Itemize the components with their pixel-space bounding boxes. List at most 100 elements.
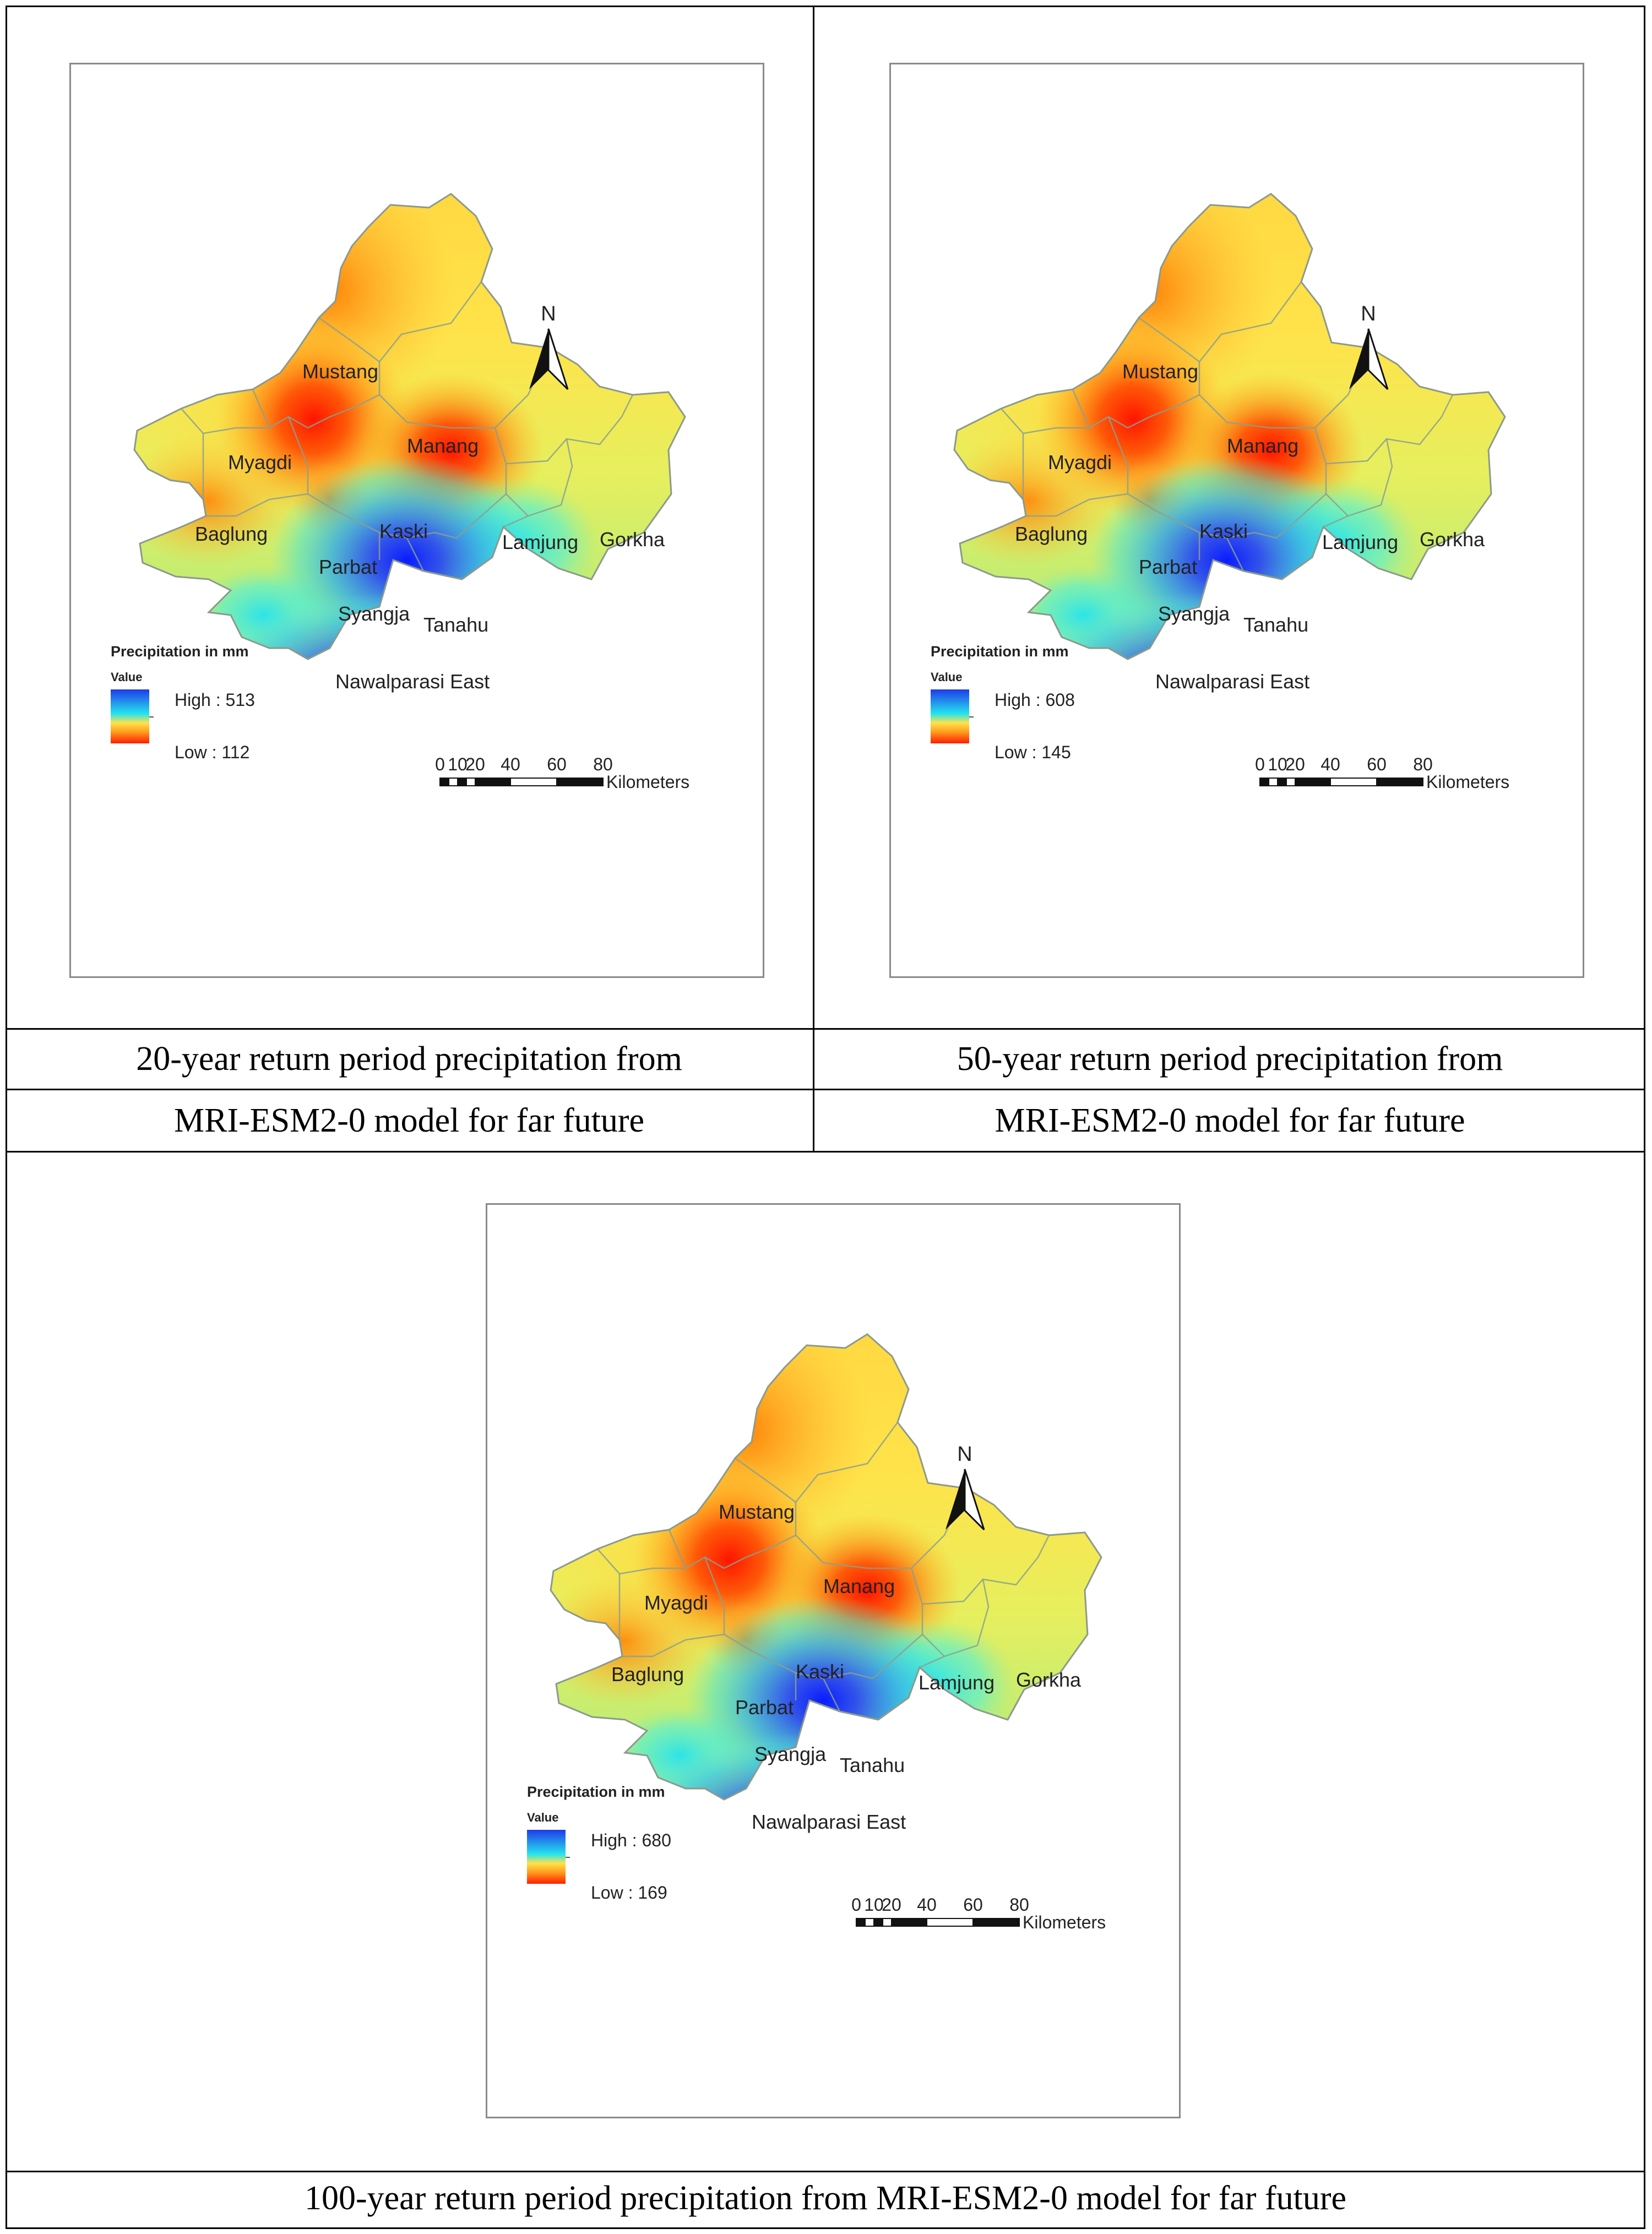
district-label-kaski: Kaski bbox=[796, 1660, 844, 1683]
map-svg: Mustang Manang Myagdi Baglung Kaski Lamjung Go… bbox=[931, 193, 1509, 792]
district-label-parbat: Parbat bbox=[1139, 556, 1197, 578]
scale-tick-label: 0 bbox=[1255, 754, 1265, 774]
district-label-myagdi: Myagdi bbox=[644, 1591, 708, 1614]
district-label-tanahu: Tanahu bbox=[840, 1754, 905, 1776]
north-label: N bbox=[1361, 302, 1376, 325]
legend-title: Precipitation in mm bbox=[931, 643, 1069, 660]
district-label-tanahu: Tanahu bbox=[1243, 613, 1308, 636]
map-svg: Mustang Manang Myagdi Baglung Kaski Lamjung Go… bbox=[527, 1333, 1106, 1932]
scale-tick-label: 60 bbox=[963, 1895, 983, 1915]
map-panel-20-year: Mustang Manang Myagdi Baglung Kaski Lamjung Go… bbox=[69, 63, 764, 978]
legend-subtitle: Value bbox=[931, 670, 962, 684]
study-area-outline bbox=[953, 193, 1506, 660]
north-arrow-icon bbox=[1349, 328, 1389, 390]
district-label-lamjung: Lamjung bbox=[502, 531, 578, 553]
district-label-baglung: Baglung bbox=[1015, 523, 1088, 545]
scale-tick-label: 40 bbox=[1320, 754, 1340, 774]
district-label-parbat: Parbat bbox=[319, 556, 377, 578]
scale-unit-label: Kilometers bbox=[1426, 772, 1509, 792]
scale-tick-label: 0 bbox=[851, 1895, 861, 1915]
legend-color-ramp bbox=[527, 1830, 566, 1884]
caption-100: 100-year return period precipitation fro… bbox=[304, 2179, 1347, 2217]
north-arrow-icon bbox=[529, 328, 569, 390]
district-label-lamjung: Lamjung bbox=[1322, 531, 1398, 553]
scale-tick-label: 10 bbox=[864, 1895, 884, 1915]
scale-tick-label: 20 bbox=[1285, 754, 1305, 774]
row-divider-1 bbox=[6, 1028, 1645, 1030]
map-panel-100-year: Mustang Manang Myagdi Baglung Kaski Lamjung Go… bbox=[486, 1203, 1181, 2118]
district-label-manang: Manang bbox=[823, 1575, 895, 1597]
scale-tick-label: 10 bbox=[1268, 754, 1287, 774]
legend-low-value: Low : 169 bbox=[591, 1883, 667, 1903]
caption-50-line1: 50-year return period precipitation from bbox=[957, 1040, 1503, 1078]
caption-20-line2: MRI-ESM2-0 model for far future bbox=[173, 1101, 644, 1139]
scale-tick-label: 40 bbox=[917, 1895, 937, 1915]
column-divider bbox=[813, 6, 814, 1152]
study-area-outline bbox=[550, 1333, 1102, 1801]
legend-title: Precipitation in mm bbox=[527, 1784, 665, 1800]
district-label-mustang: Mustang bbox=[302, 360, 378, 383]
scale-tick-label: 80 bbox=[1413, 754, 1433, 774]
district-label-kaski: Kaski bbox=[1199, 520, 1248, 542]
district-label-syangja: Syangja bbox=[754, 1743, 827, 1765]
scale-tick-label: 40 bbox=[501, 754, 520, 774]
district-label-nawalparasi-east: Nawalparasi East bbox=[335, 670, 490, 693]
north-label: N bbox=[541, 302, 556, 325]
scale-tick-label: 10 bbox=[448, 754, 468, 774]
scale-tick-label: 80 bbox=[593, 754, 613, 774]
district-label-lamjung: Lamjung bbox=[919, 1671, 995, 1694]
district-label-kaski: Kaski bbox=[379, 520, 428, 542]
district-borders bbox=[1001, 281, 1454, 572]
scale-tick-label: 0 bbox=[435, 754, 445, 774]
district-label-myagdi: Myagdi bbox=[228, 451, 292, 474]
figure-table bbox=[6, 6, 1645, 2229]
district-label-parbat: Parbat bbox=[735, 1696, 794, 1719]
legend-high-value: High : 513 bbox=[175, 690, 255, 710]
district-label-mustang: Mustang bbox=[1122, 360, 1198, 383]
legend-color-ramp bbox=[931, 689, 969, 743]
scale-tick-label: 60 bbox=[1367, 754, 1387, 774]
district-label-gorkha: Gorkha bbox=[600, 528, 665, 551]
row-divider-2 bbox=[6, 1089, 1645, 1090]
legend-high-value: High : 680 bbox=[591, 1830, 671, 1850]
row-divider-3 bbox=[6, 1151, 1645, 1153]
scale-unit-label: Kilometers bbox=[606, 772, 689, 792]
district-label-gorkha: Gorkha bbox=[1016, 1668, 1082, 1691]
legend-low-value: Low : 145 bbox=[995, 742, 1071, 762]
map-svg: Mustang Manang Myagdi Baglung Kaski Lamjung Go… bbox=[111, 193, 689, 792]
legend-high-value: High : 608 bbox=[995, 690, 1075, 710]
caption-20-line1: 20-year return period precipitation from bbox=[136, 1040, 682, 1078]
district-label-manang: Manang bbox=[407, 434, 479, 457]
north-arrow-icon bbox=[945, 1469, 985, 1531]
scale-tick-label: 80 bbox=[1009, 1895, 1029, 1915]
scale-tick-label: 20 bbox=[465, 754, 485, 774]
scale-unit-label: Kilometers bbox=[1023, 1912, 1106, 1932]
district-label-myagdi: Myagdi bbox=[1048, 451, 1112, 474]
district-label-syangja: Syangja bbox=[338, 602, 410, 625]
district-borders bbox=[597, 1422, 1050, 1712]
legend-color-ramp bbox=[111, 689, 149, 743]
legend-title: Precipitation in mm bbox=[111, 643, 249, 660]
district-label-tanahu: Tanahu bbox=[423, 613, 488, 636]
district-label-baglung: Baglung bbox=[195, 523, 268, 545]
caption-50-line2: MRI-ESM2-0 model for far future bbox=[995, 1101, 1465, 1139]
legend-subtitle: Value bbox=[527, 1811, 558, 1824]
district-borders bbox=[181, 281, 634, 572]
district-label-baglung: Baglung bbox=[611, 1663, 684, 1686]
north-label: N bbox=[957, 1443, 972, 1466]
district-label-mustang: Mustang bbox=[719, 1501, 795, 1523]
district-label-nawalparasi-east: Nawalparasi East bbox=[1155, 670, 1309, 693]
district-label-gorkha: Gorkha bbox=[1420, 528, 1485, 551]
map-panel-50-year: Mustang Manang Myagdi Baglung Kaski Lamjung Go… bbox=[889, 63, 1584, 978]
legend-low-value: Low : 112 bbox=[175, 742, 249, 762]
study-area-outline bbox=[133, 193, 686, 660]
district-label-manang: Manang bbox=[1227, 434, 1298, 457]
scale-tick-label: 60 bbox=[547, 754, 567, 774]
scale-tick-label: 20 bbox=[882, 1895, 901, 1915]
row-divider-4 bbox=[6, 2171, 1645, 2172]
district-label-syangja: Syangja bbox=[1158, 602, 1230, 625]
legend-subtitle: Value bbox=[111, 670, 142, 684]
